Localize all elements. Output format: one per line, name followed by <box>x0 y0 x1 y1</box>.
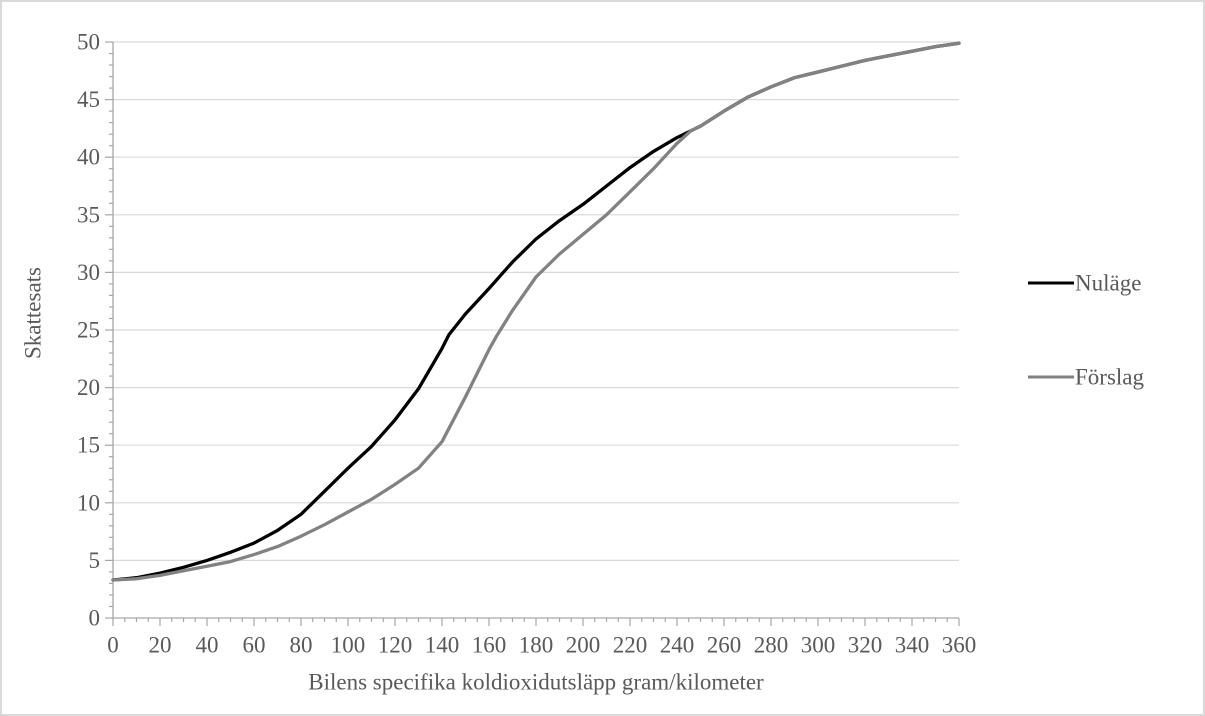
x-tick-label-200: 200 <box>566 633 601 658</box>
legend: Nuläge Förslag <box>1028 2 1198 714</box>
legend-item-forslag: Förslag <box>1028 366 1144 389</box>
x-tick-label-160: 160 <box>472 633 507 658</box>
y-tick-label-50: 50 <box>77 30 100 55</box>
legend-label-nulage: Nuläge <box>1075 270 1142 296</box>
x-axis-title: Bilens specifika koldioxidutsläpp gram/k… <box>308 669 764 695</box>
x-tick-label-140: 140 <box>425 633 460 658</box>
x-tick-label-40: 40 <box>196 633 219 658</box>
x-tick-label-360: 360 <box>942 633 977 658</box>
x-tick-label-100: 100 <box>331 633 366 658</box>
y-tick-label-10: 10 <box>77 490 100 515</box>
x-tick-label-240: 240 <box>660 633 695 658</box>
y-tick-label-0: 0 <box>89 606 101 631</box>
x-tick-label-280: 280 <box>754 633 789 658</box>
tick-marks <box>105 41 960 626</box>
y-axis-title: Skattesats <box>20 267 46 359</box>
gridlines <box>113 41 959 562</box>
x-tick-label-20: 20 <box>149 633 172 658</box>
tick-labels: 0 20 40 60 80 100 120 140 160 180 200 220 240 260 280 3… <box>77 30 976 658</box>
legend-item-nulage: Nuläge <box>1028 272 1141 295</box>
series <box>111 41 961 582</box>
x-tick-label-320: 320 <box>848 633 883 658</box>
series-line-nulage <box>111 41 961 582</box>
x-tick-label-220: 220 <box>613 633 648 658</box>
legend-line-forslag <box>1028 375 1074 379</box>
x-tick-label-120: 120 <box>378 633 413 658</box>
y-tick-label-5: 5 <box>89 548 101 573</box>
y-tick-label-35: 35 <box>77 202 100 227</box>
legend-line-nulage <box>1028 281 1074 285</box>
x-tick-label-0: 0 <box>107 633 119 658</box>
y-tick-label-45: 45 <box>77 87 100 112</box>
y-tick-label-30: 30 <box>77 260 100 285</box>
x-tick-label-300: 300 <box>801 633 836 658</box>
x-tick-label-80: 80 <box>290 633 313 658</box>
y-tick-label-15: 15 <box>77 433 100 458</box>
x-tick-label-180: 180 <box>519 633 554 658</box>
y-tick-label-25: 25 <box>77 318 100 343</box>
legend-label-forslag: Förslag <box>1075 364 1144 390</box>
series-line-forslag <box>111 41 961 582</box>
x-tick-label-60: 60 <box>243 633 266 658</box>
x-tick-label-260: 260 <box>707 633 742 658</box>
y-tick-label-40: 40 <box>77 145 100 170</box>
x-tick-label-340: 340 <box>895 633 930 658</box>
y-tick-label-20: 20 <box>77 375 100 400</box>
